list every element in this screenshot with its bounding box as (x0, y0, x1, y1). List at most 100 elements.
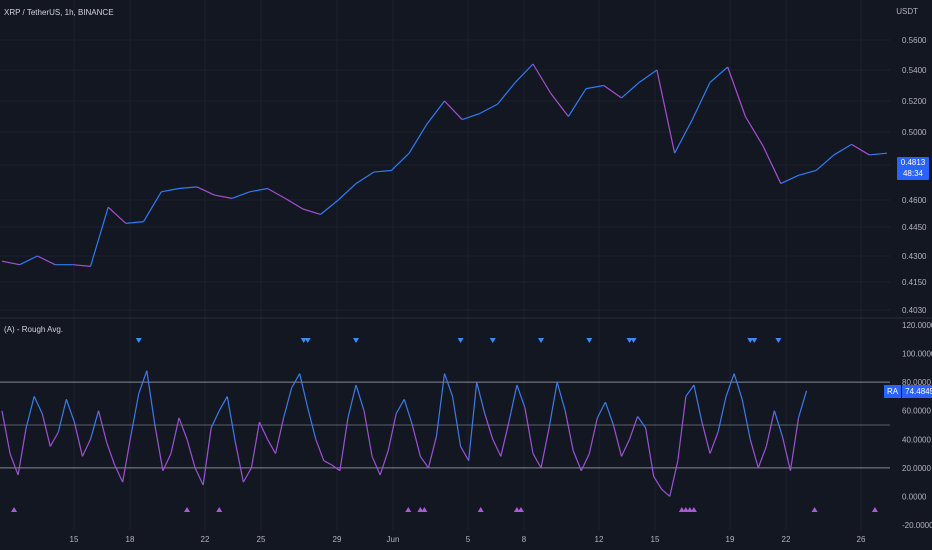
indicator-segment (757, 446, 767, 469)
indicator-segment (73, 422, 84, 457)
indicator-segment (17, 427, 27, 476)
sell-signal-marker (626, 338, 633, 343)
buy-signal-marker (184, 507, 191, 512)
indicator-tick-label: -20.0000 (902, 521, 932, 530)
indicator-segment (41, 413, 51, 447)
indicator-segment (9, 453, 19, 476)
price-segment (1, 260, 20, 266)
indicator-segment (677, 396, 687, 461)
indicator-segment (250, 422, 261, 468)
indicator-segment (588, 417, 598, 454)
price-segment (497, 82, 516, 105)
indicator-segment (65, 399, 75, 423)
indicator-segment (89, 410, 100, 440)
indicator-segment (194, 467, 204, 486)
sell-signal-marker (751, 338, 758, 343)
indicator-segment (114, 464, 124, 483)
indicator-segment (637, 416, 647, 429)
time-tick-label: 19 (726, 535, 735, 544)
indicator-segment (395, 398, 405, 414)
price-segment (390, 152, 410, 171)
time-tick-label: Jun (387, 535, 400, 544)
indicator-segment (460, 446, 470, 462)
price-segment (780, 174, 799, 185)
price-segment (337, 183, 357, 201)
last-price-value: 0.4813 (900, 158, 926, 167)
time-tick-label: 26 (857, 535, 866, 544)
time-tick-label: 15 (651, 535, 660, 544)
indicator-segment (580, 453, 590, 471)
price-axis: 0.5600 0.5400 0.5200 0.5000 0.4600 0.4450 0.43… (902, 36, 927, 315)
indicator-value-tag: RA 74.4845 (884, 385, 932, 398)
indicator-segment (57, 399, 67, 433)
time-tick-label: 22 (201, 535, 210, 544)
indicator-segment (162, 453, 172, 471)
indicator-segment (628, 416, 639, 440)
time-tick-label: 12 (595, 535, 604, 544)
indicator-segment (218, 396, 228, 412)
price-segment (479, 103, 498, 114)
indicator-segment (242, 467, 252, 483)
buy-signal-marker (477, 507, 484, 512)
price-segment (249, 187, 268, 193)
indicator-tick-label: 40.0000 (902, 435, 931, 444)
sell-signal-marker (747, 338, 754, 343)
buy-signal-marker (417, 507, 424, 512)
indicator-segment (773, 410, 783, 437)
indicator-segment (701, 421, 711, 454)
price-segment (833, 143, 852, 156)
chart-grid (0, 0, 890, 530)
indicator-segment (81, 439, 92, 457)
price-segment (267, 187, 286, 199)
indicator-tick-label: 0.0000 (902, 492, 927, 501)
indicator-segment (170, 417, 180, 454)
indicator-segment (443, 373, 454, 397)
indicator-segment (645, 427, 655, 477)
indicator-segment (548, 382, 558, 428)
buy-signal-marker (690, 507, 697, 512)
indicator-segment (210, 410, 220, 429)
indicator-segment (315, 439, 325, 461)
price-segment (37, 255, 56, 266)
indicator-segment (347, 384, 357, 418)
indicator-title[interactable]: (A) - Rough Avg. (4, 325, 63, 334)
price-segment (107, 206, 127, 224)
price-segment (585, 84, 604, 90)
time-tick-label: 5 (466, 535, 471, 544)
indicator-segment (323, 460, 333, 466)
price-segment (462, 112, 481, 121)
indicator-segment (596, 401, 606, 419)
price-segment (373, 169, 392, 173)
indicator-segment (419, 456, 429, 469)
indicator-segment (283, 387, 293, 419)
indicator-segment (685, 384, 695, 397)
sell-signal-marker (304, 338, 311, 343)
indicator-segment (403, 399, 413, 426)
time-axis: 15 18 22 25 29 Jun 5 8 12 15 19 22 26 (70, 535, 866, 544)
indicator-segment (1, 410, 11, 454)
price-segment (89, 207, 109, 267)
price-segment (567, 88, 587, 117)
price-segment (143, 191, 162, 222)
price-segment (302, 208, 321, 215)
price-segment (851, 143, 870, 156)
indicator-tag-value: 74.4845 (902, 385, 932, 398)
buy-signal-marker (678, 507, 685, 512)
indicator-segment (484, 413, 494, 440)
price-segment (798, 169, 817, 176)
price-tick-label: 0.5000 (902, 128, 927, 137)
price-segment (161, 187, 180, 193)
time-tick-label: 29 (333, 535, 342, 544)
symbol-title[interactable]: XRP / TetherUS, 1h, BINANCE (4, 8, 114, 17)
indicator-tick-label: 100.0000 (902, 350, 932, 359)
indicator-segment (612, 424, 623, 457)
indicator-segment (476, 381, 486, 414)
buy-signal-marker (11, 507, 18, 512)
price-tick-label: 0.4030 (902, 306, 927, 315)
indicator-segment (25, 396, 35, 429)
indicator-series (1, 370, 808, 497)
buy-signal-marker (216, 507, 223, 512)
buy-signal-marker (513, 507, 520, 512)
price-segment (196, 186, 215, 196)
